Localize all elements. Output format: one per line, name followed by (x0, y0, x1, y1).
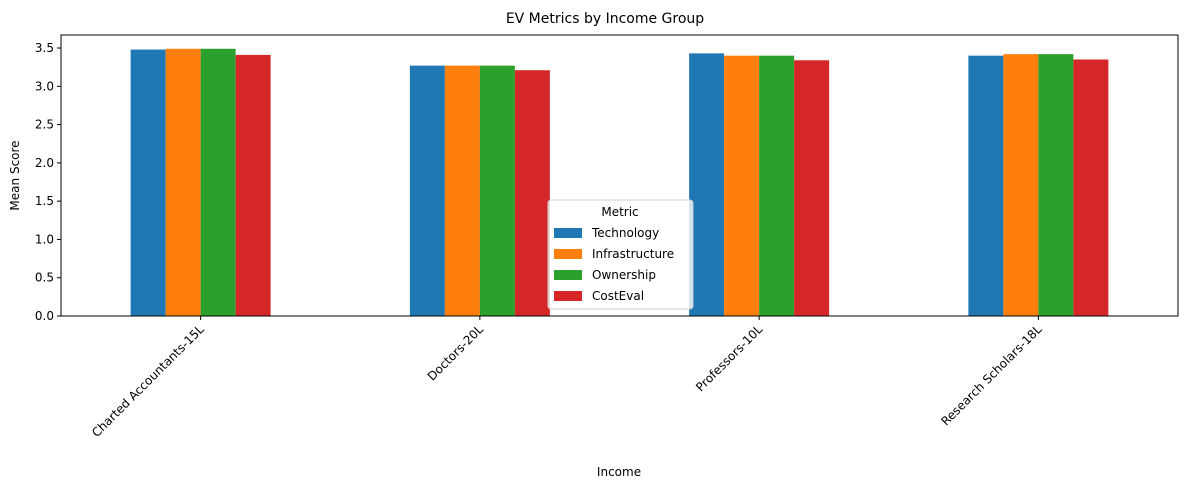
bar-technology-1 (409, 65, 445, 316)
y-tick-label: 1.0 (35, 232, 54, 246)
bar-infrastructure-1 (444, 65, 480, 316)
x-tick-label: Doctors-20L (425, 322, 487, 384)
bar-infrastructure-0 (165, 48, 201, 317)
legend-label-technology: Technology (591, 226, 659, 240)
bar-ownership-3 (1038, 54, 1074, 316)
bars-layer (130, 48, 1109, 317)
legend-label-ownership: Ownership (592, 268, 656, 282)
bar-technology-3 (968, 55, 1004, 316)
bar-ownership-0 (200, 48, 236, 317)
chart-title: EV Metrics by Income Group (506, 11, 704, 27)
bar-technology-0 (130, 49, 166, 317)
x-axis: Charted Accountants-15L Doctors-20L Profes… (89, 316, 1045, 440)
x-tick-label: Charted Accountants-15L (89, 322, 207, 440)
plot-frame (60, 34, 1179, 317)
y-tick-label: 0.5 (35, 271, 54, 285)
y-tick-label: 3.0 (35, 79, 54, 93)
y-tick-label: 1.5 (35, 194, 54, 208)
y-axis: 0.0 0.5 1.0 1.5 2.0 2.5 3.0 3.5 (35, 41, 61, 323)
bar-technology-2 (689, 53, 725, 316)
legend-label-infrastructure: Infrastructure (592, 247, 674, 261)
legend: Metric Technology Infrastructure Ownership… (547, 199, 694, 310)
bar-ownership-2 (759, 55, 795, 316)
y-tick-label: 2.5 (35, 118, 54, 132)
y-tick-label: 3.5 (35, 41, 54, 55)
bar-costeval-2 (794, 60, 830, 316)
legend-swatch-costeval (554, 291, 582, 301)
x-axis-label: Income (597, 465, 641, 479)
y-tick-label: 0.0 (35, 309, 54, 323)
bar-costeval-0 (235, 54, 271, 317)
x-tick-label: Professors-10L (693, 322, 765, 394)
bar-costeval-1 (514, 70, 550, 317)
y-tick-label: 2.0 (35, 156, 54, 170)
bar-ownership-1 (479, 65, 515, 316)
legend-swatch-infrastructure (554, 249, 582, 259)
x-tick-label: Research Scholars-18L (938, 322, 1044, 428)
bar-costeval-3 (1073, 59, 1109, 316)
legend-swatch-ownership (554, 270, 582, 280)
legend-frame (547, 199, 694, 310)
bar-infrastructure-2 (724, 55, 760, 316)
legend-label-costeval: CostEval (592, 289, 644, 303)
legend-swatch-technology (554, 228, 582, 238)
legend-title: Metric (601, 205, 638, 219)
y-axis-label: Mean Score (8, 140, 22, 210)
bar-infrastructure-3 (1003, 54, 1039, 316)
